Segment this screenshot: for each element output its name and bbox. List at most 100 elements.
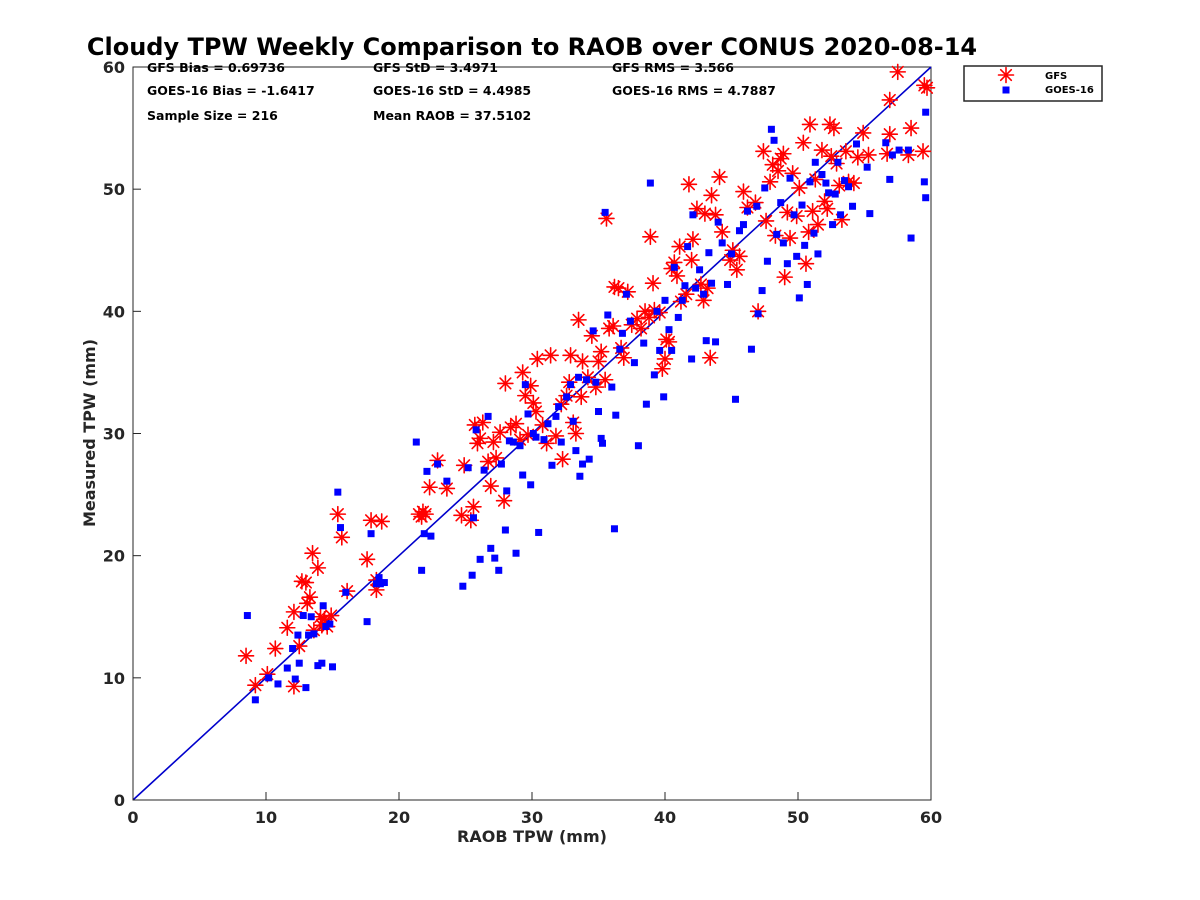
goes-16-point xyxy=(322,623,330,631)
goes-16-point xyxy=(825,189,833,197)
goes-16-point xyxy=(646,179,654,187)
goes-16-point xyxy=(283,664,291,672)
x-tick-label: 40 xyxy=(654,808,676,827)
goes-16-point xyxy=(822,179,830,187)
goes-16-point xyxy=(674,313,682,321)
stat-goes-std: GOES-16 StD = 4.4985 xyxy=(373,83,531,98)
stat-gfs-bias: GFS Bias = 0.69736 xyxy=(147,60,285,75)
goes-16-point xyxy=(886,175,894,183)
goes-16-point xyxy=(718,239,726,247)
goes-16-point xyxy=(326,620,334,628)
stat-goes-bias: GOES-16 Bias = -1.6417 xyxy=(147,83,315,98)
goes-16-point xyxy=(761,184,769,192)
goes-16-point xyxy=(310,630,318,638)
gfs-point xyxy=(902,119,920,137)
goes-16-point xyxy=(688,355,696,363)
goes-16-point xyxy=(705,249,713,257)
goes-16-point xyxy=(420,530,428,538)
goes-16-point xyxy=(743,207,751,215)
goes-16-point xyxy=(563,393,571,401)
gfs-point xyxy=(713,223,731,241)
goes-16-point xyxy=(555,403,563,411)
goes-16-point xyxy=(656,346,664,354)
gfs-point xyxy=(497,375,514,392)
gfs-point xyxy=(485,433,502,451)
gfs-point xyxy=(776,268,794,286)
goes-16-point xyxy=(532,433,540,441)
gfs-point xyxy=(881,125,899,143)
goes-16-point xyxy=(569,417,577,425)
goes-16-point xyxy=(753,202,761,210)
gfs-point xyxy=(542,347,559,364)
goes-16-point xyxy=(294,631,302,639)
goes-16-point xyxy=(866,210,874,218)
goes-16-point xyxy=(841,177,849,185)
goes-16-point xyxy=(767,125,775,133)
goes-16-point xyxy=(519,471,527,479)
gfs-point xyxy=(600,320,618,337)
goes-16-point xyxy=(895,146,903,154)
goes-16-point xyxy=(608,383,616,391)
goes-16-point xyxy=(790,211,798,219)
stat-sample-size: Sample Size = 216 xyxy=(147,108,278,123)
goes-16-point xyxy=(372,580,380,588)
goes-16-point xyxy=(837,211,845,219)
goes-16-point xyxy=(552,412,560,420)
goes-16-point xyxy=(731,395,739,403)
goes-16-point xyxy=(665,326,673,334)
goes-16-point xyxy=(668,346,676,354)
goes-16-point xyxy=(427,532,435,540)
goes-16-point xyxy=(630,359,638,367)
goes-16-point xyxy=(367,530,375,538)
x-tick-label: 10 xyxy=(255,808,277,827)
goes-16-point xyxy=(318,659,326,667)
goes-16-point xyxy=(739,221,747,229)
gfs-point xyxy=(471,430,489,447)
goes-16-point xyxy=(307,613,315,621)
stats-panel: GFS Bias = 0.69736 GFS StD = 3.4971 GFS … xyxy=(147,60,776,123)
gfs-point xyxy=(572,388,590,406)
gfs-point xyxy=(660,333,678,351)
stat-gfs-std: GFS StD = 3.4971 xyxy=(373,60,498,75)
y-axis-label: Measured TPW (mm) xyxy=(80,339,99,527)
goes-16-point xyxy=(524,410,532,418)
goes-16-point xyxy=(583,376,591,384)
goes-16-point xyxy=(660,393,668,401)
gfs-point xyxy=(278,619,296,637)
legend-gfs-label: GFS xyxy=(1045,71,1067,82)
gfs-point xyxy=(482,477,500,495)
x-axis-label: RAOB TPW (mm) xyxy=(457,827,607,846)
goes-16-point xyxy=(803,280,811,288)
gfs-point xyxy=(237,647,255,665)
gfs-point xyxy=(701,349,719,367)
gfs-point xyxy=(247,676,264,694)
goes-16-point xyxy=(773,230,781,238)
goes-16-point xyxy=(853,140,861,148)
goes-16-point xyxy=(376,580,384,588)
goes-16-point xyxy=(692,284,700,292)
x-tick-label: 20 xyxy=(388,808,410,827)
goes-16-point xyxy=(592,378,600,386)
goes-16-point xyxy=(747,345,755,353)
goes-16-point xyxy=(882,139,890,147)
goes-16-point xyxy=(329,663,336,671)
goes-16-point xyxy=(634,442,642,450)
goes-16-point xyxy=(626,317,634,325)
goes-16-point xyxy=(618,329,626,337)
goes-16-point xyxy=(516,442,524,450)
gfs-point xyxy=(804,202,821,220)
goes-16-point xyxy=(589,327,597,335)
goes-16-point xyxy=(863,163,871,171)
goes-16-point xyxy=(714,218,722,226)
gfs-point xyxy=(801,116,819,133)
goes-16-point xyxy=(484,412,492,420)
y-tick-label: 30 xyxy=(103,425,125,444)
gfs-point xyxy=(666,254,683,271)
goes-16-point xyxy=(497,460,505,468)
goes-16-point xyxy=(795,294,803,302)
gfs-point xyxy=(656,350,674,368)
legend-gfs-marker xyxy=(997,66,1015,84)
goes-16-point xyxy=(319,602,327,610)
gfs-point xyxy=(683,251,700,269)
